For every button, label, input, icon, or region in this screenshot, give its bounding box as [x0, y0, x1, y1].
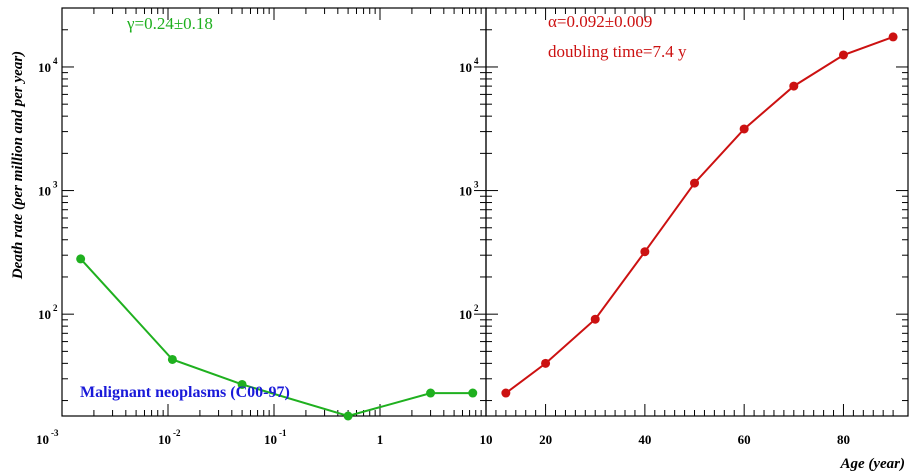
left-x-tick-exponent: -2	[173, 428, 181, 438]
left-data-point	[468, 388, 478, 398]
right-data-point	[690, 178, 700, 188]
left-y-tick-exponent: 4	[53, 56, 58, 66]
left-annotation: γ=0.24±0.18	[126, 14, 213, 33]
right-y-tick-label: 10	[459, 60, 472, 75]
left-panel-frame	[61, 7, 487, 417]
left-y-tick-exponent: 2	[53, 303, 58, 313]
left-series-line	[79, 258, 473, 418]
left-x-tick-label: 10	[264, 432, 277, 447]
left-series-points	[76, 254, 478, 421]
right-data-point	[739, 124, 749, 134]
left-data-point	[426, 388, 436, 398]
left-x-tick-label: 10	[158, 432, 171, 447]
left-x-tick-label: 10	[36, 432, 49, 447]
right-data-point	[838, 50, 848, 60]
right-data-point	[888, 32, 898, 42]
left-panel: 10 210 310 410 -3 10 -2 10 -1 1 10 γ=0.24±0.18 Mal…	[36, 7, 493, 447]
right-annotation-alpha: α=0.092±0.009	[548, 12, 652, 31]
right-series-line	[505, 35, 894, 394]
left-data-point	[167, 354, 177, 364]
left-y-tick-exponent: 3	[53, 180, 58, 190]
right-axis-ticks	[486, 7, 908, 416]
right-y-tick-exponent: 3	[474, 180, 479, 190]
left-y-tick-label: 10	[38, 307, 51, 322]
right-x-tick-label: 40	[638, 432, 651, 447]
right-data-point	[640, 247, 650, 257]
left-y-tick-label: 10	[38, 60, 51, 75]
right-y-tick-label: 10	[459, 184, 472, 199]
right-series-points	[501, 32, 898, 398]
right-panel-frame	[485, 7, 909, 417]
left-x-tick-exponent: -1	[279, 428, 287, 438]
left-x-tick-label: 10	[480, 432, 493, 447]
right-y-tick-exponent: 2	[474, 303, 479, 313]
right-y-tick-label: 10	[459, 307, 472, 322]
x-axis-title: Age (year)	[839, 456, 905, 472]
left-data-point	[343, 411, 353, 421]
right-data-point	[590, 314, 600, 324]
right-y-tick-exponent: 4	[474, 56, 479, 66]
left-data-point	[237, 379, 247, 389]
right-x-tick-label: 20	[539, 432, 552, 447]
left-y-tick-label: 10	[38, 184, 51, 199]
right-data-point	[541, 358, 551, 368]
left-x-tick-label: 1	[377, 432, 384, 447]
left-axis-tick-labels: 10 210 310 410 -3 10 -2 10 -1 1 10	[36, 56, 493, 447]
right-data-point	[789, 81, 799, 91]
right-data-point	[501, 388, 511, 398]
left-data-point	[76, 254, 86, 264]
right-annotation-doubling: doubling time=7.4 y	[548, 42, 687, 61]
y-axis-title: Death rate (per million and per year)	[10, 51, 26, 280]
right-x-tick-label: 80	[837, 432, 850, 447]
right-x-tick-label: 60	[738, 432, 751, 447]
left-x-tick-exponent: -3	[51, 428, 59, 438]
left-axis-ticks	[61, 7, 486, 416]
legend-label: Malignant neoplasms (C00-97)	[80, 384, 290, 401]
